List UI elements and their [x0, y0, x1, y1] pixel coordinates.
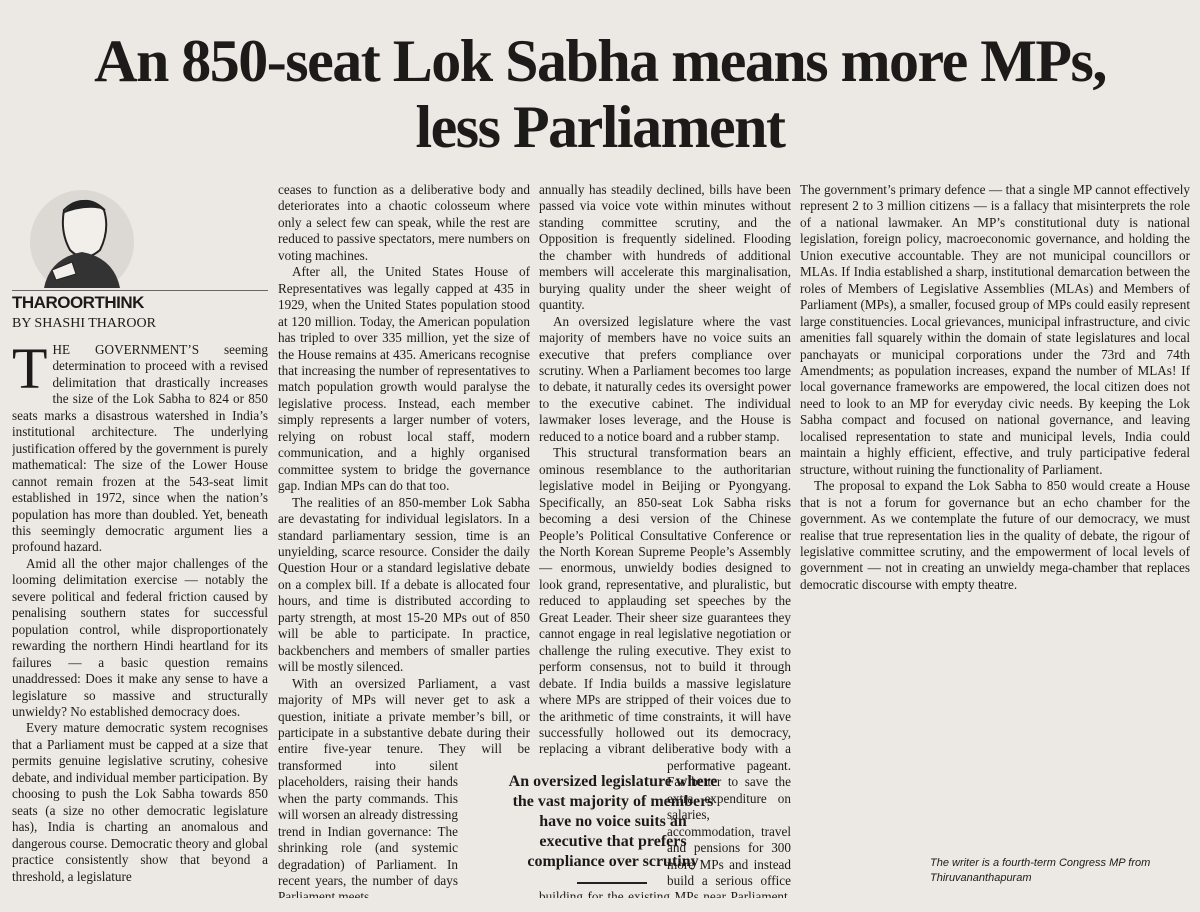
headline: An 850-seat Lok Sabha means more MPs, le…	[94, 28, 1107, 160]
paragraph: With an oversized Parliament, a vast maj…	[278, 675, 530, 898]
column: annually has steadily declined, bills ha…	[539, 182, 791, 898]
paragraph: Amid all the other major challenges of t…	[12, 555, 268, 719]
byline: BY SHASHI THAROOR	[12, 316, 156, 331]
paragraph: ceases to function as a deliberative bod…	[278, 182, 530, 263]
paragraph: An oversized legislature where the vast …	[539, 313, 791, 444]
paragraph: Every mature democratic system recognise…	[12, 720, 268, 884]
column: THE GOVERNMENT’S seeming determination t…	[12, 342, 268, 898]
divider	[577, 882, 647, 884]
paragraph: THE GOVERNMENT’S seeming determination t…	[12, 342, 268, 555]
paragraph: This structural transformation bears an …	[539, 445, 791, 898]
paragraph: The realities of an 850-member Lok Sabha…	[278, 494, 530, 675]
paragraph: The government’s primary defence — that …	[800, 182, 1190, 477]
paragraph: The proposal to expand the Lok Sabha to …	[800, 478, 1190, 592]
paragraph: annually has steadily declined, bills ha…	[539, 182, 791, 313]
author-note: The writer is a fourth-term Congress MP …	[930, 857, 1151, 884]
column: The government’s primary defence — that …	[800, 182, 1190, 842]
divider	[12, 290, 268, 291]
column: ceases to function as a deliberative bod…	[278, 182, 530, 898]
pull-quote: An oversized legislature where the vast …	[508, 773, 718, 870]
column-name: THAROORTHINK	[12, 293, 144, 312]
author-portrait	[30, 190, 134, 288]
paragraph: After all, the United States House of Re…	[278, 264, 530, 494]
